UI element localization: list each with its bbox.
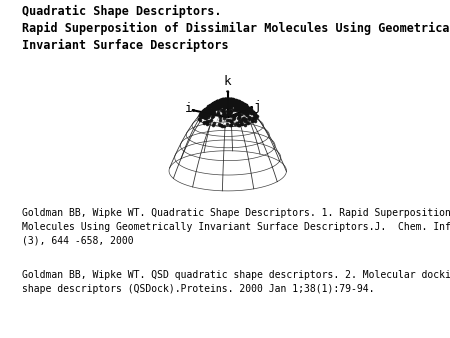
Text: Rapid Superposition of Dissimilar Molecules Using Geometrically: Rapid Superposition of Dissimilar Molecu…	[22, 22, 450, 35]
Text: Quadratic Shape Descriptors.: Quadratic Shape Descriptors.	[22, 5, 222, 18]
Text: Goldman BB, Wipke WT. Quadratic Shape Descriptors. 1. Rapid Superposition of Dis: Goldman BB, Wipke WT. Quadratic Shape De…	[22, 208, 450, 246]
Text: Goldman BB, Wipke WT. QSD quadratic shape descriptors. 2. Molecular docking usin: Goldman BB, Wipke WT. QSD quadratic shap…	[22, 270, 450, 294]
Text: Invariant Surface Descriptors: Invariant Surface Descriptors	[22, 39, 229, 52]
